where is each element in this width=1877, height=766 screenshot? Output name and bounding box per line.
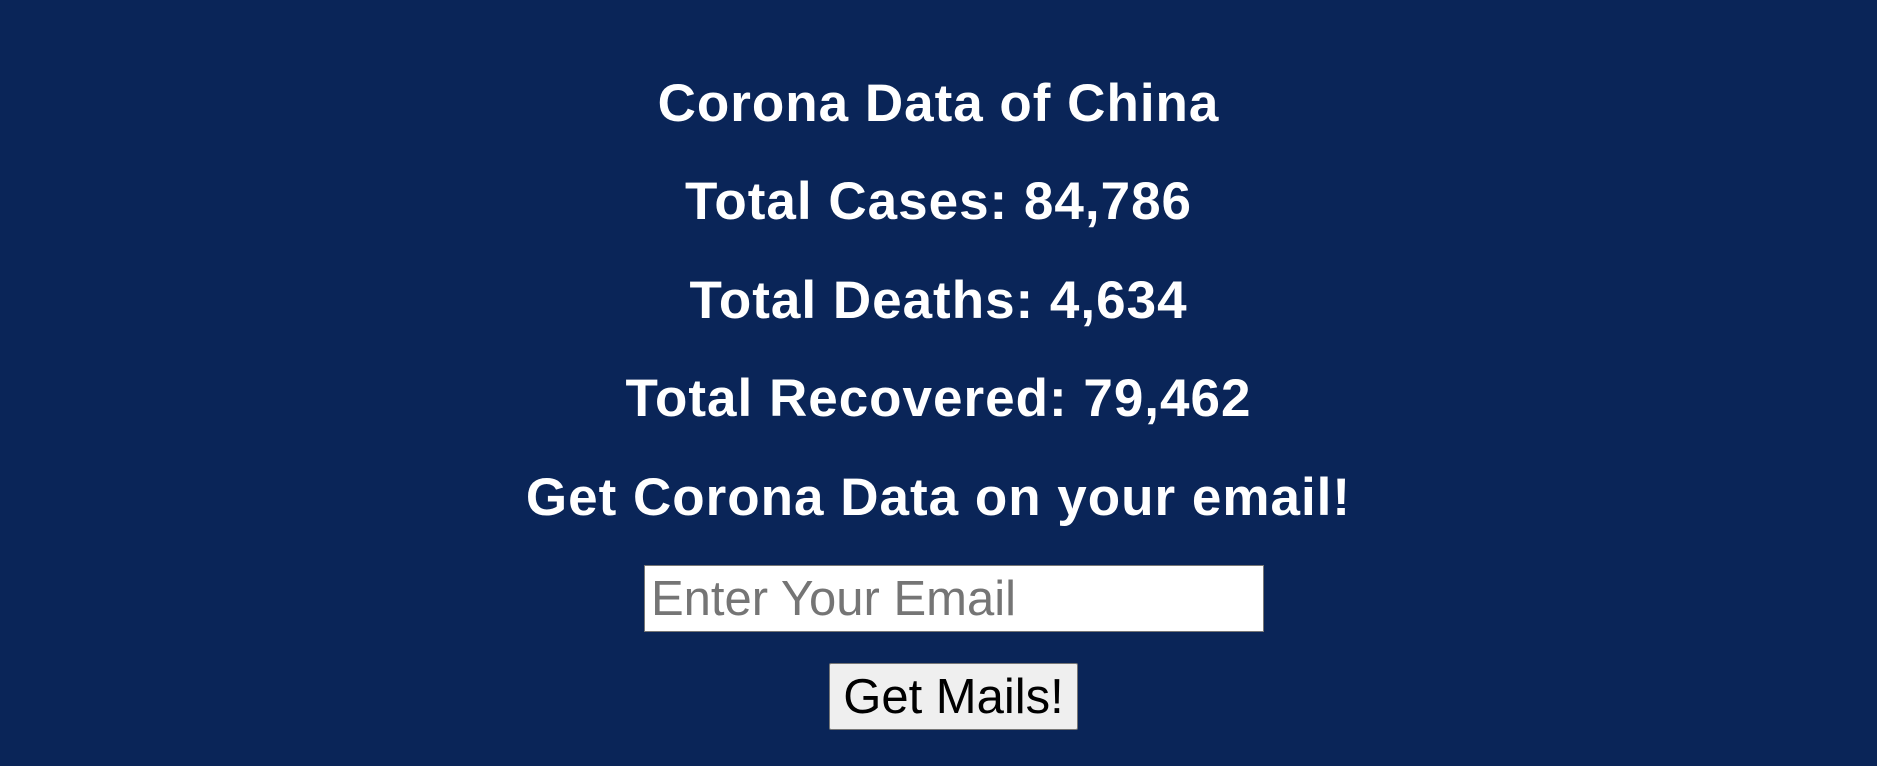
email-signup-heading: Get Corona Data on your email!	[525, 468, 1352, 527]
email-input[interactable]	[644, 565, 1264, 632]
total-cases-text: Total Cases: 84,786	[684, 172, 1193, 231]
total-deaths-text: Total Deaths: 4,634	[689, 271, 1188, 330]
page-title: Corona Data of China	[657, 74, 1220, 133]
total-recovered-text: Total Recovered: 79,462	[625, 369, 1252, 428]
get-mails-button[interactable]: Get Mails!	[829, 663, 1078, 730]
